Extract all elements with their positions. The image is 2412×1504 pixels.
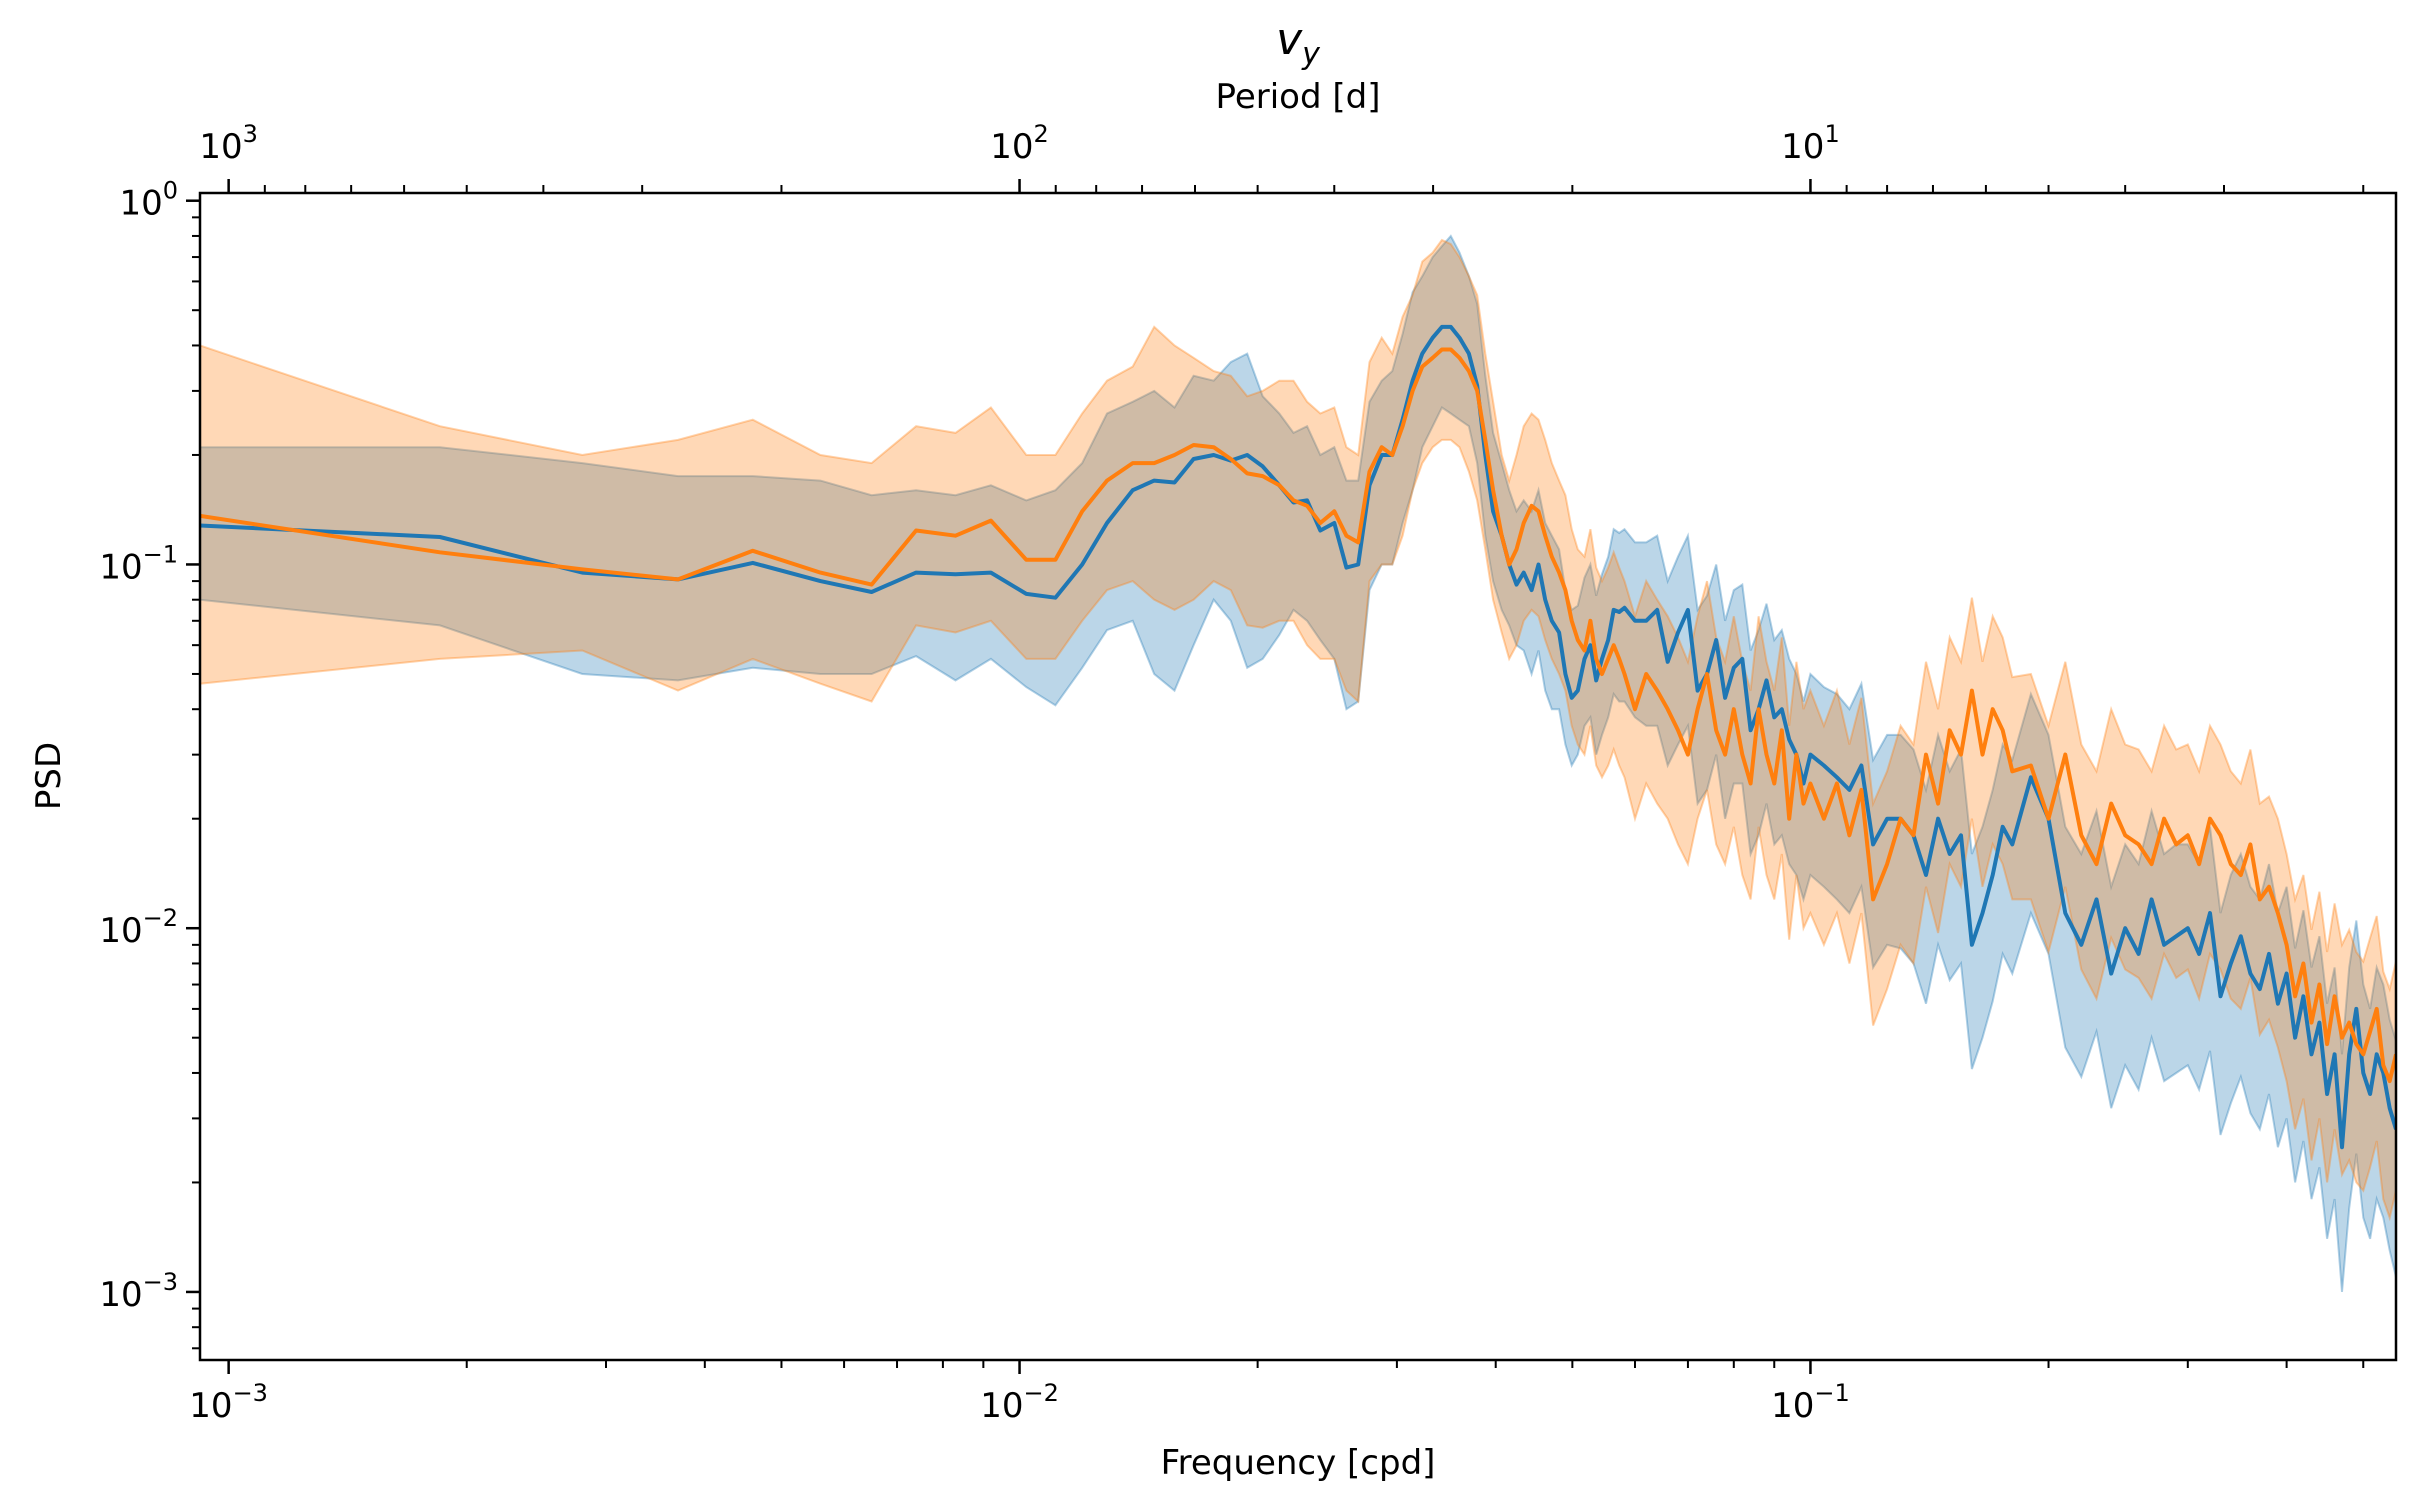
- y-tick-label: 10−1: [99, 540, 178, 587]
- x-tick-label-exponent: −1: [1814, 1379, 1849, 1407]
- x-tick-label: 10−2: [980, 1379, 1059, 1426]
- axes-frame: [198, 191, 2398, 1362]
- y-tick-label-base: 10: [99, 911, 142, 951]
- y-tick-label-exponent: −3: [143, 1268, 178, 1296]
- major-ticks: [186, 179, 1812, 1374]
- period-tick-label-base: 10: [199, 127, 242, 167]
- x-tick-label-base: 10: [189, 1386, 232, 1426]
- chart-title: vy: [1276, 14, 1321, 72]
- x-tick-label-exponent: −3: [233, 1379, 268, 1407]
- x-tick-label-base: 10: [980, 1386, 1023, 1426]
- series-1-band: [200, 234, 2396, 1292]
- minor-ticks: [192, 185, 2365, 1368]
- confidence-bands: [200, 234, 2396, 1292]
- x-tick-label-base: 10: [1771, 1386, 1814, 1426]
- period-tick-label: 101: [1781, 120, 1840, 167]
- x-tick-label-exponent: −2: [1023, 1379, 1058, 1407]
- period-tick-label: 103: [199, 120, 258, 167]
- period-tick-label-exponent: 3: [243, 120, 258, 148]
- y-tick-label-exponent: −2: [143, 904, 178, 932]
- chart-title-main: v: [1276, 14, 1303, 65]
- y-tick-label-base: 10: [99, 1275, 142, 1315]
- period-axis-title: Period [d]: [1216, 77, 1381, 117]
- y-tick-label: 10−3: [99, 1268, 178, 1315]
- period-tick-label: 102: [990, 120, 1049, 167]
- x-tick-label: 10−1: [1771, 1379, 1850, 1426]
- y-tick-label: 100: [119, 177, 178, 224]
- period-tick-label-exponent: 2: [1034, 120, 1049, 148]
- y-tick-label-exponent: 0: [163, 177, 178, 205]
- x-tick-label: 10−3: [189, 1379, 268, 1426]
- y-tick-label-base: 10: [99, 547, 142, 587]
- chart-title-subscript: y: [1301, 37, 1321, 72]
- y-tick-label: 10−2: [99, 904, 178, 951]
- plot-area: [200, 234, 2396, 1292]
- period-tick-label-base: 10: [1781, 127, 1824, 167]
- y-axis-title: PSD: [29, 742, 69, 810]
- y-tick-label-exponent: −1: [143, 540, 178, 568]
- series-lines: [200, 324, 2396, 1150]
- series-2-band: [200, 238, 2396, 1222]
- x-axis-title: Frequency [cpd]: [1161, 1443, 1436, 1483]
- y-tick-label-base: 10: [119, 184, 162, 224]
- period-tick-label-base: 10: [990, 127, 1033, 167]
- series-2-line: [200, 347, 2396, 1084]
- period-tick-label-exponent: 1: [1824, 120, 1839, 148]
